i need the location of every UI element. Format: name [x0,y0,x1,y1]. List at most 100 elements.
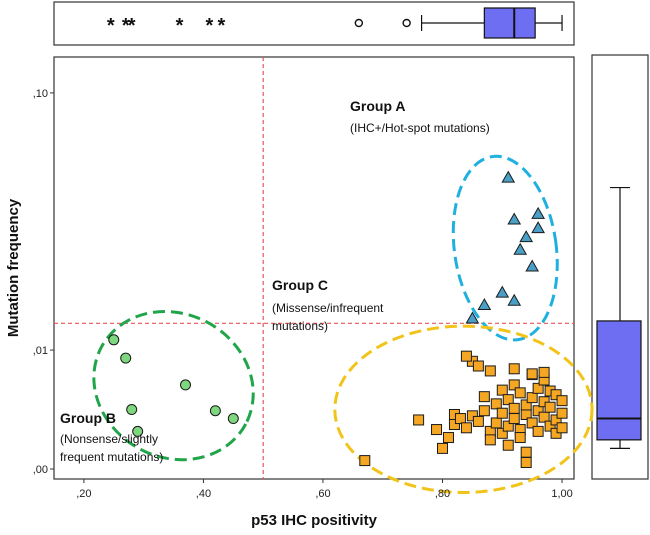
data-point [526,392,538,404]
data-point [550,427,562,439]
data-point [108,334,120,346]
x-boxplot-outlier [402,18,411,28]
group-c-title: Group C [272,277,328,293]
data-point [550,414,562,426]
data-point [179,379,191,391]
data-point [472,415,484,427]
group-ellipses [92,154,594,494]
group-c-description-line1: (Missense/infrequent [272,301,384,315]
data-point [495,285,510,298]
data-point [532,405,544,417]
data-point [532,382,544,394]
x-boxplot-extreme: * [176,15,184,37]
data-point [477,298,492,311]
data-point [544,420,556,432]
data-point [484,365,496,377]
x-tick-label: ,20 [76,488,91,500]
group-b-description-line2: frequent mutations) [60,450,163,464]
group-c-description-line2: mutations) [272,319,328,333]
data-point [508,379,520,391]
data-point [544,401,556,413]
x-tick-label: ,80 [435,488,450,500]
data-point [359,455,371,467]
data-point [513,242,528,255]
data-point [508,402,520,414]
data-point [501,170,516,183]
x-boxplot-outlier [354,18,364,28]
data-point [496,407,508,419]
data-point [484,434,496,446]
data-point [460,422,472,434]
data-point [442,432,454,444]
data-point [520,399,532,411]
data-point [520,456,532,468]
data-point [550,389,562,401]
x-tick-label: ,60 [315,488,330,500]
data-point [496,384,508,396]
y-boxplot-box [596,320,642,441]
data-point [538,366,550,378]
x-boxplot: * ** * * * [107,7,563,39]
data-point [454,413,466,425]
data-point [519,230,534,243]
data-points [108,170,568,468]
y-axis-label: Mutation frequency [5,198,22,337]
data-point [448,418,460,430]
group-b-description-line1: (Nonsense/slightly [60,432,158,446]
data-point [209,405,221,417]
data-point [413,414,425,426]
data-point [514,387,526,399]
data-point [132,425,144,437]
data-point [525,259,540,272]
data-point [490,417,502,429]
x-boxplot-extreme: * [217,15,225,37]
y-tick-label: ,00 [33,464,48,476]
x-tick-label: ,40 [196,488,211,500]
data-point [502,420,514,432]
data-point [514,432,526,444]
data-point [466,410,478,422]
group-a-description: (IHC+/Hot-spot mutations) [350,121,490,135]
group-c-ellipse [333,324,594,494]
group-b-title: Group B [60,410,116,426]
x-boxplot-box [483,7,536,39]
data-point [502,439,514,451]
data-point [526,417,538,429]
data-point [227,413,239,425]
y-tick-label: ,10 [33,88,48,100]
data-point [478,405,490,417]
data-point [120,352,132,364]
x-boxplot-extreme: * [107,15,115,37]
data-point [556,422,568,434]
data-point [507,212,522,225]
x-boxplot-extreme: * [206,15,214,37]
x-boxplot-extreme: * [128,15,136,37]
y-tick-label: ,01 [33,345,48,357]
x-axis-ticks: ,20 ,40 ,60 ,80 1,00 [76,479,573,500]
data-point [478,391,490,403]
data-point [531,206,545,219]
data-point [437,442,449,454]
y-axis-ticks: ,00 ,01 ,10 [33,88,54,476]
data-point [556,395,568,407]
data-point [520,446,532,458]
data-point [126,404,138,416]
data-point [556,407,568,419]
reference-lines [54,57,574,479]
data-point [531,221,545,234]
data-point [496,427,508,439]
y-boxplot [596,186,642,449]
data-point [431,424,443,436]
data-point [465,311,480,324]
data-point [532,425,544,437]
data-point [508,413,520,425]
x-boxplot-extreme: * [122,15,130,37]
x-tick-label: 1,00 [551,488,572,500]
data-point [502,394,514,406]
data-point [538,411,550,423]
plot-area [53,56,575,480]
x-axis-label: p53 IHC positivity [251,512,378,529]
group-b-ellipse [92,309,255,462]
data-point [472,360,484,372]
